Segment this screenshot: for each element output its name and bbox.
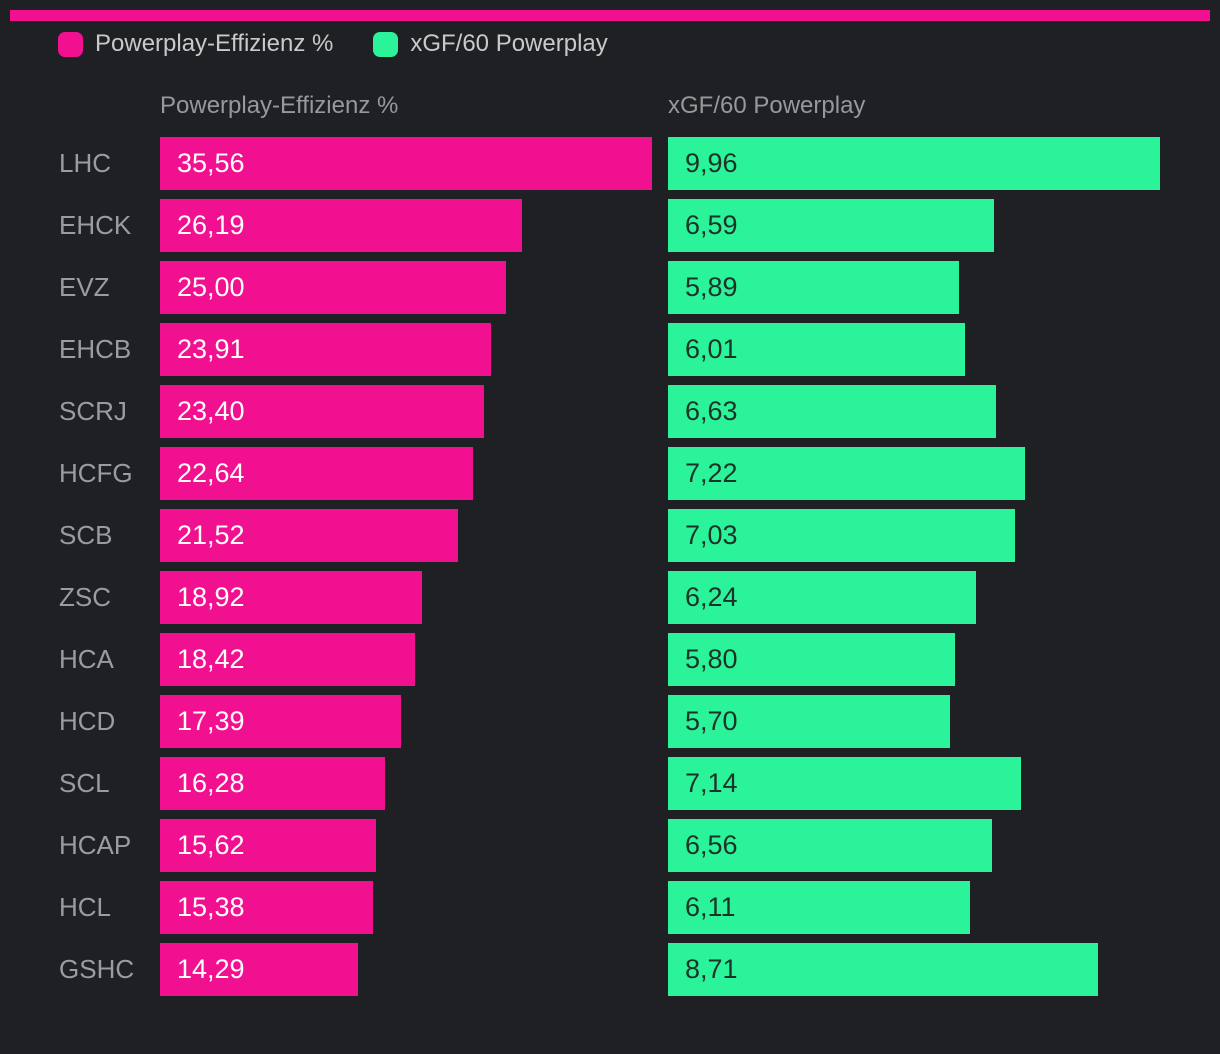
powerplay-efficiency-bar: 22,64: [160, 447, 473, 500]
powerplay-efficiency-bar: 17,39: [160, 695, 401, 748]
bar-value-label: 23,40: [177, 396, 245, 426]
bar-value-label: 18,42: [177, 644, 245, 674]
bar-value-label: 6,59: [685, 210, 738, 240]
xgf60-powerplay-bar: 7,22: [668, 447, 1025, 500]
chart-row: HCL 15,38 6,11: [0, 881, 1220, 934]
bar-value-label: 6,01: [685, 334, 738, 364]
powerplay-efficiency-bar: 25,00: [160, 261, 506, 314]
chart-row: SCRJ 23,40 6,63: [0, 385, 1220, 438]
team-label: LHC: [59, 148, 112, 178]
bar-value-label: 5,80: [685, 644, 738, 674]
chart-row: HCD 17,39 5,70: [0, 695, 1220, 748]
column-header-xgf60: xGF/60 Powerplay: [668, 92, 866, 119]
bar-value-label: 8,71: [685, 954, 738, 984]
bar-value-label: 7,03: [685, 520, 738, 550]
chart-row: LHC 35,56 9,96: [0, 137, 1220, 190]
powerplay-efficiency-bar: 21,52: [160, 509, 458, 562]
xgf60-powerplay-bar: 9,96: [668, 137, 1160, 190]
chart-row: HCAP 15,62 6,56: [0, 819, 1220, 872]
powerplay-efficiency-bar: 16,28: [160, 757, 385, 810]
bar-value-label: 22,64: [177, 458, 245, 488]
chart-row: EHCK 26,19 6,59: [0, 199, 1220, 252]
bar-value-label: 6,11: [685, 892, 736, 922]
bar-value-label: 5,70: [685, 706, 738, 736]
team-label: SCRJ: [59, 396, 127, 426]
bar-value-label: 16,28: [177, 768, 245, 798]
xgf60-powerplay-bar: 5,70: [668, 695, 950, 748]
team-label: SCL: [59, 768, 110, 798]
bar-value-label: 5,89: [685, 272, 738, 302]
column-header-powerplay-effizienz: Powerplay-Effizienz %: [160, 92, 399, 119]
xgf60-powerplay-bar: 6,56: [668, 819, 992, 872]
xgf60-powerplay-bar: 7,03: [668, 509, 1015, 562]
bar-value-label: 35,56: [177, 148, 245, 178]
chart-row: EVZ 25,00 5,89: [0, 261, 1220, 314]
chart-legend: Powerplay-Effizienz % xGF/60 Powerplay: [58, 30, 608, 58]
team-label: EHCK: [59, 210, 132, 240]
powerplay-efficiency-bar: 26,19: [160, 199, 522, 252]
chart-row: ZSC 18,92 6,24: [0, 571, 1220, 624]
powerplay-efficiency-bar: 15,38: [160, 881, 373, 934]
powerplay-efficiency-bar: 18,92: [160, 571, 422, 624]
bar-value-label: 9,96: [685, 148, 738, 178]
bar-value-label: 6,63: [685, 396, 738, 426]
powerplay-efficiency-bar: 23,91: [160, 323, 491, 376]
powerplay-efficiency-bar: 14,29: [160, 943, 358, 996]
xgf60-powerplay-bar: 5,89: [668, 261, 959, 314]
bar-value-label: 14,29: [177, 954, 245, 984]
legend-label: Powerplay-Effizienz %: [95, 30, 334, 57]
bar-value-label: 7,22: [685, 458, 738, 488]
xgf60-powerplay-bar: 8,71: [668, 943, 1098, 996]
chart-row: EHCB 23,91 6,01: [0, 323, 1220, 376]
top-accent-bar: [10, 10, 1210, 21]
bar-value-label: 15,62: [177, 830, 245, 860]
team-label: HCA: [59, 644, 114, 674]
powerplay-efficiency-bar: 35,56: [160, 137, 652, 190]
team-label: HCAP: [59, 830, 132, 860]
team-label: EHCB: [59, 334, 132, 364]
bar-value-label: 21,52: [177, 520, 245, 550]
xgf60-powerplay-bar: 6,24: [668, 571, 976, 624]
chart-row: HCA 18,42 5,80: [0, 633, 1220, 686]
bar-value-label: 25,00: [177, 272, 245, 302]
chart-row: HCFG 22,64 7,22: [0, 447, 1220, 500]
pink-legend-swatch-icon: [58, 31, 83, 57]
xgf60-powerplay-bar: 6,59: [668, 199, 994, 252]
powerplay-efficiency-bar: 15,62: [160, 819, 376, 872]
xgf60-powerplay-bar: 7,14: [668, 757, 1021, 810]
legend-item-powerplay-effizienz: Powerplay-Effizienz %: [58, 30, 333, 58]
xgf60-powerplay-bar: 6,01: [668, 323, 965, 376]
bar-value-label: 18,92: [177, 582, 245, 612]
bar-value-label: 26,19: [177, 210, 245, 240]
bar-value-label: 17,39: [177, 706, 245, 736]
team-label: EVZ: [59, 272, 110, 302]
team-label: GSHC: [59, 954, 135, 984]
powerplay-efficiency-bar: 18,42: [160, 633, 415, 686]
team-label: HCD: [59, 706, 116, 736]
team-label: ZSC: [59, 582, 111, 612]
xgf60-powerplay-bar: 6,11: [668, 881, 970, 934]
legend-item-xgf60: xGF/60 Powerplay: [373, 30, 608, 58]
xgf60-powerplay-bar: 6,63: [668, 385, 996, 438]
team-label: HCL: [59, 892, 112, 922]
bar-value-label: 6,24: [685, 582, 738, 612]
chart-row: SCL 16,28 7,14: [0, 757, 1220, 810]
bar-value-label: 15,38: [177, 892, 245, 922]
bar-value-label: 7,14: [685, 768, 738, 798]
green-legend-swatch-icon: [373, 31, 399, 57]
legend-label: xGF/60 Powerplay: [410, 30, 608, 57]
bar-value-label: 6,56: [685, 830, 738, 860]
bar-value-label: 23,91: [177, 334, 245, 364]
chart-row: SCB 21,52 7,03: [0, 509, 1220, 562]
chart-row: GSHC 14,29 8,71: [0, 943, 1220, 996]
team-label: HCFG: [59, 458, 133, 488]
team-label: SCB: [59, 520, 113, 550]
powerplay-efficiency-bar: 23,40: [160, 385, 484, 438]
xgf60-powerplay-bar: 5,80: [668, 633, 955, 686]
